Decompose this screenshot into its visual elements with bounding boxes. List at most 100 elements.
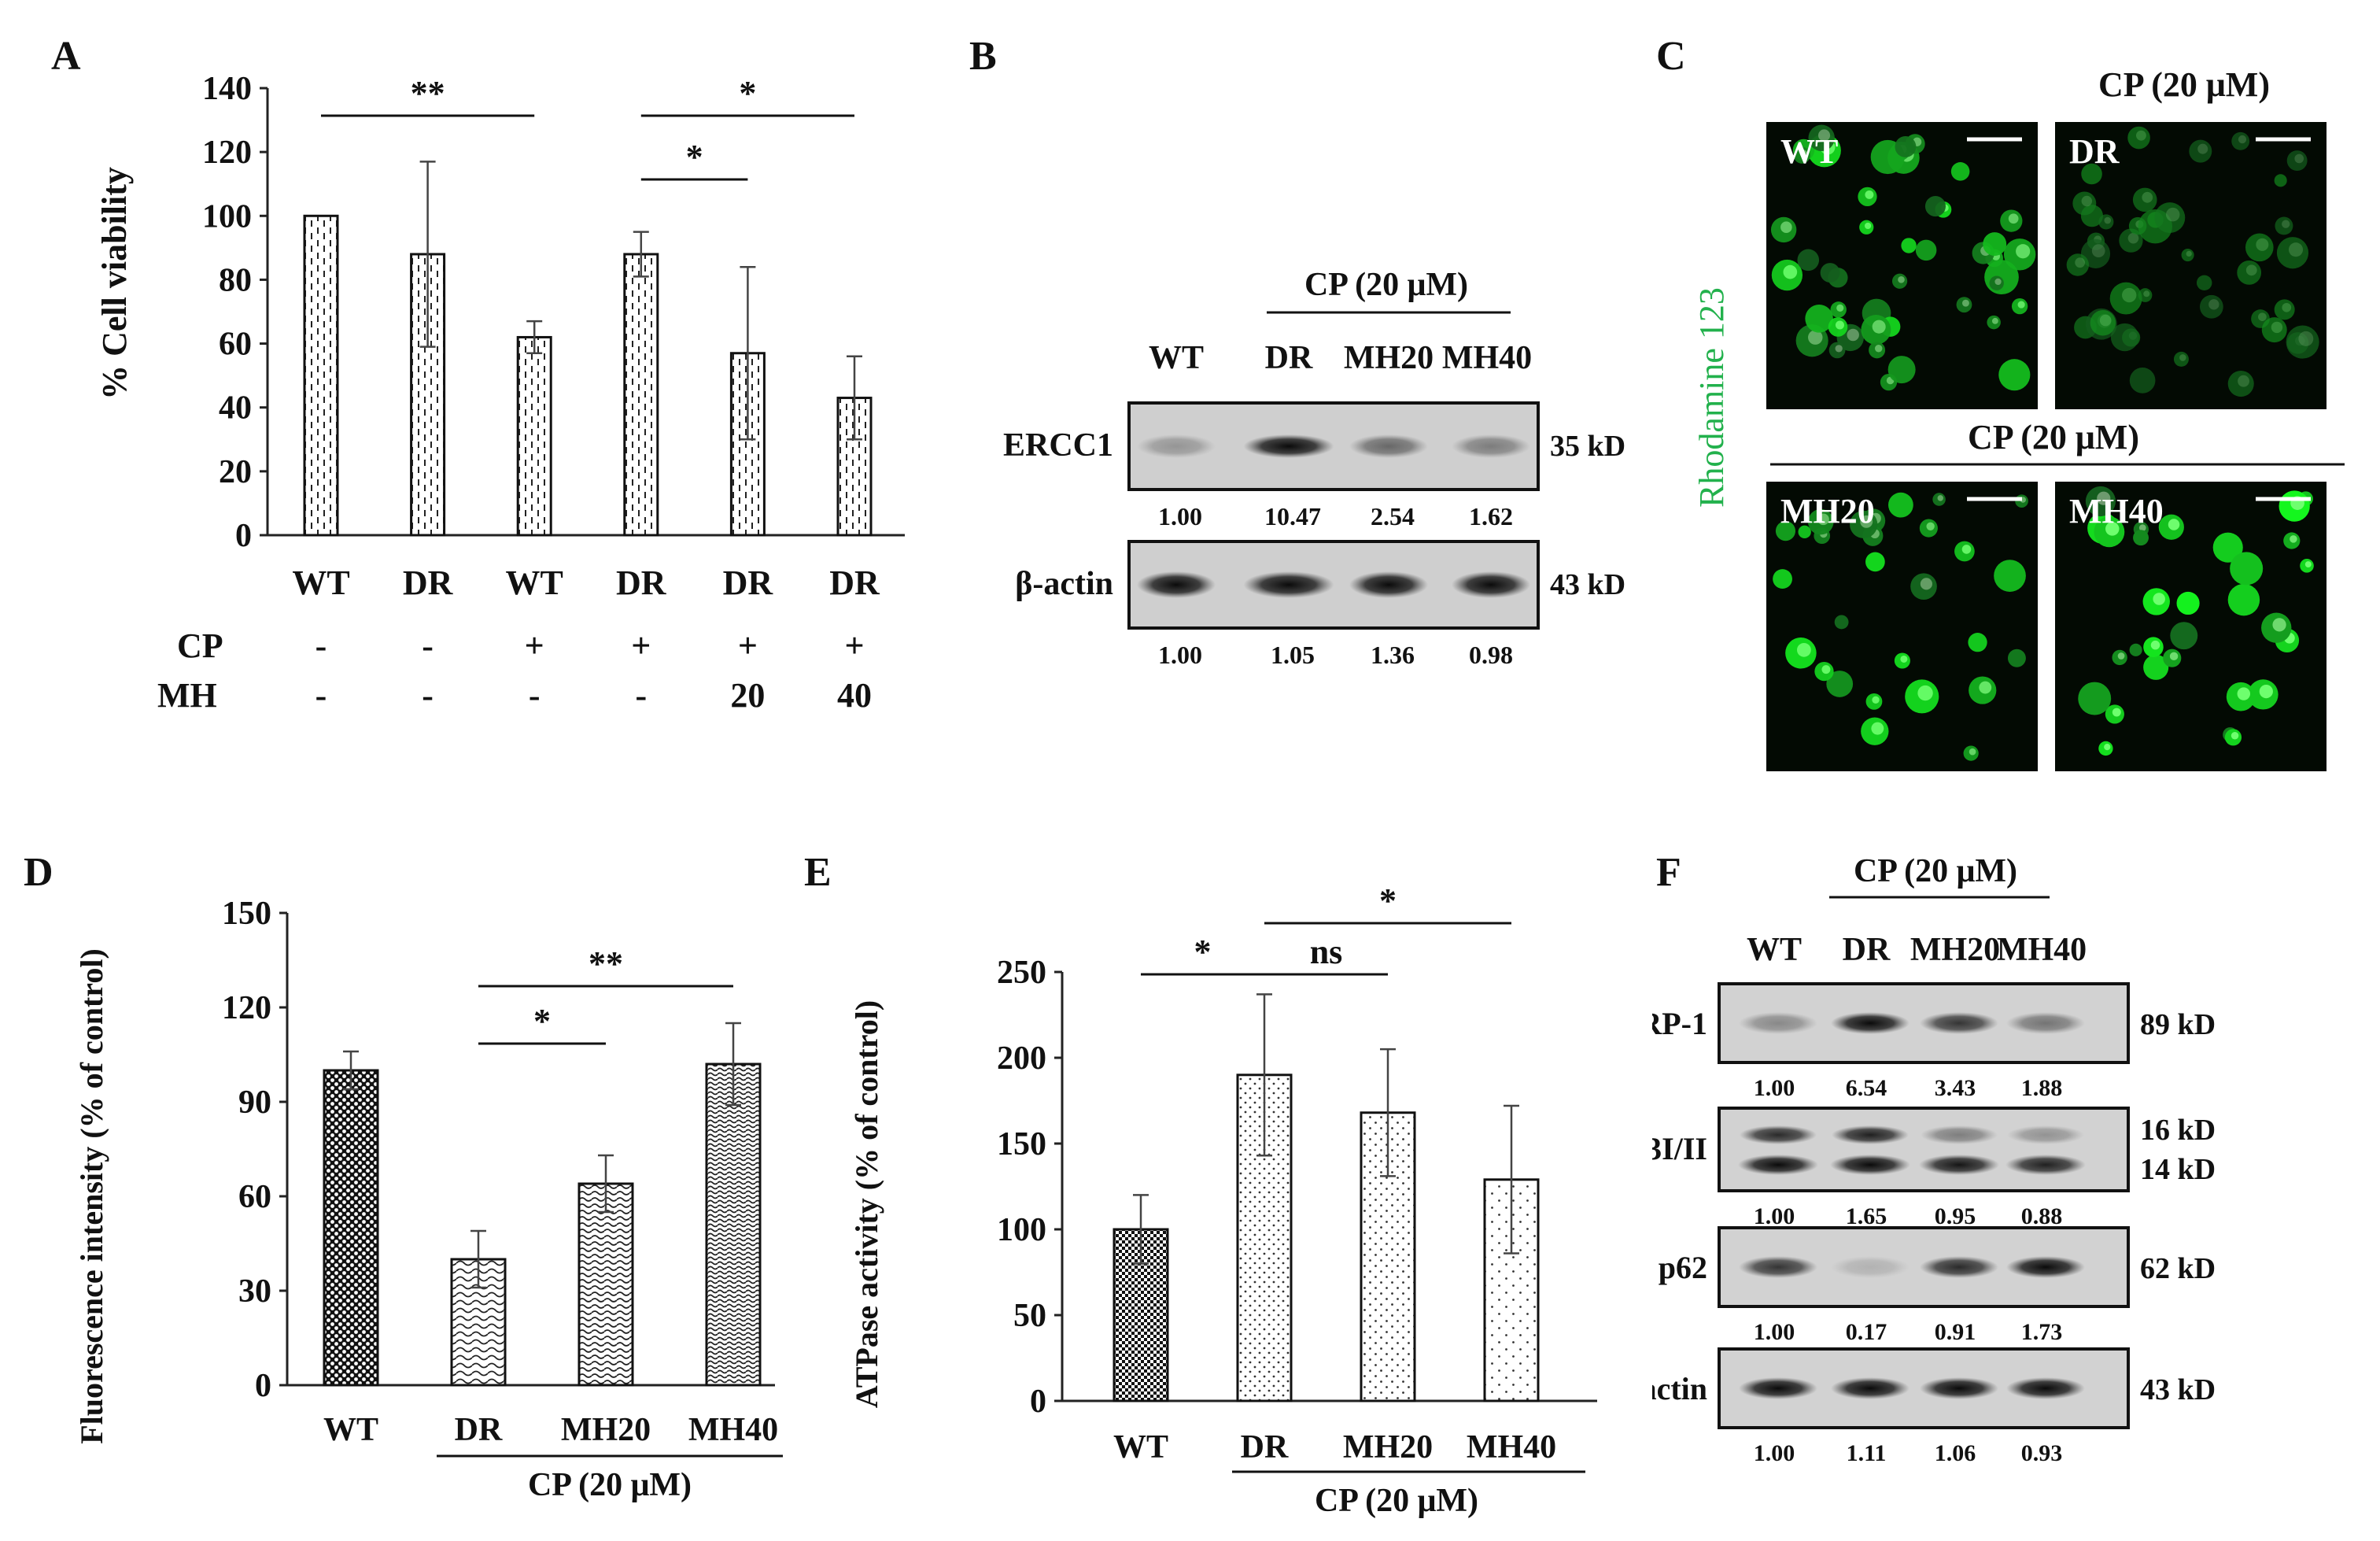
panel-a-mh-value: -: [315, 676, 327, 715]
panel-a-bar: [623, 253, 659, 537]
panel-b-quant-value: 1.62: [1469, 502, 1513, 530]
panel-e-y-tick-label: 150: [997, 1126, 1046, 1162]
panel-e-category-label: WT: [1113, 1429, 1168, 1465]
panel-e-chart: CP (20 μM) ATPase activity (% of control…: [849, 881, 1597, 1519]
panel-f-quant-value: 0.17: [1846, 1319, 1887, 1345]
panel-f-band: [2007, 1125, 2084, 1144]
panel-c-cell: [2245, 233, 2274, 262]
panel-c-cell-highlight: [2238, 375, 2249, 387]
panel-c-cell: [1805, 305, 1833, 333]
panel-c-cp-top: CP (20 μM): [2098, 65, 2270, 104]
panel-b-band: [1452, 571, 1530, 598]
panel-c-cell-highlight: [2122, 287, 2137, 303]
panel-c-cell-highlight: [1874, 345, 1883, 353]
panel-c-cell-highlight: [1783, 264, 1798, 279]
panel-c-cell: [2127, 126, 2150, 150]
panel-c-cp-mid: CP (20 μM): [1968, 418, 2139, 456]
panel-b-band: [1452, 434, 1530, 458]
panel-f-lane-label: DR: [1843, 932, 1891, 968]
panel-c-cell: [2189, 139, 2212, 163]
panel-c-cell-highlight: [1898, 276, 1905, 283]
panel-d-bar: [577, 1182, 634, 1387]
panel-a-bar: [303, 214, 339, 537]
panel-c-cell: [2227, 371, 2254, 397]
panel-b-band: [1349, 434, 1428, 458]
panel-c-cell-highlight: [2197, 143, 2208, 154]
panel-c-cell: [1834, 615, 1849, 630]
panel-c-cell: [1950, 162, 1970, 181]
panel-c-cell: [1924, 196, 1946, 217]
panel-a-mh-value: 40: [837, 676, 872, 715]
panel-c-cell: [2143, 654, 2169, 680]
panel-a-cp-value: -: [315, 626, 327, 665]
panel-c-cell-highlight: [2099, 314, 2112, 327]
panel-c-cell-highlight: [2075, 257, 2086, 268]
panel-c-cell-highlight: [1872, 320, 1886, 334]
panel-c-cell-highlight: [1847, 328, 1859, 342]
panel-d-y-tick-label: 30: [238, 1273, 271, 1310]
panel-f-kd-label: 89 kD: [2140, 1008, 2216, 1041]
panel-c-cell: [2133, 530, 2149, 546]
panel-c-cell-highlight: [2104, 744, 2111, 751]
panel-c-cell-highlight: [2294, 153, 2304, 164]
panel-d-ylabel-1: Fluorescence intensity (% of control): [74, 948, 109, 1444]
panel-c-cell-highlight: [2271, 321, 2283, 334]
panel-c-cell: [2276, 237, 2309, 269]
panel-c-cell-highlight: [2290, 535, 2297, 543]
panel-b-lane-label: DR: [1265, 340, 1313, 376]
panel-a-y-tick-label: 100: [202, 198, 252, 235]
panel-f-quant-value: 1.06: [1935, 1440, 1976, 1466]
panel-d-y-tick-label: 90: [238, 1085, 271, 1121]
panel-f-quant-value: 1.00: [1754, 1203, 1795, 1229]
panel-f-kd-label: 14 kD: [2140, 1153, 2216, 1186]
panel-c-cell: [1773, 569, 1792, 589]
panel-e-y-tick-label: 0: [1030, 1384, 1046, 1420]
panel-c-cell: [1984, 260, 2019, 295]
panel-b-cp-header: CP (20 μM): [1304, 267, 1468, 303]
panel-c-cell: [2227, 583, 2260, 616]
panel-c-cell-highlight: [2142, 191, 2153, 203]
panel-d-bar: [323, 1069, 379, 1387]
panel-f-band: [2006, 1012, 2085, 1034]
panel-c-cell-highlight: [2008, 213, 2019, 224]
panel-f-band: [1831, 1012, 1910, 1034]
panel-c-cell: [1888, 492, 1913, 518]
panel-b-quant-value: 2.54: [1371, 502, 1415, 530]
panel-d-sig-mark: **: [589, 944, 623, 983]
panel-c-cell-highlight: [1961, 299, 1969, 307]
panel-b-quant-value: 1.00: [1158, 502, 1202, 530]
panel-e-y-tick-label: 50: [1013, 1298, 1046, 1334]
panel-c-cell-highlight: [1780, 221, 1792, 233]
panel-c-cell: [2132, 187, 2157, 212]
panel-a-sig-mark: *: [739, 74, 756, 113]
panel-c-cell: [2072, 191, 2097, 216]
panel-c-cell: [2066, 253, 2090, 276]
panel-a-sig-mark: *: [686, 138, 703, 176]
panel-c-cell: [1798, 525, 1811, 539]
panel-c-cell: [1915, 239, 1937, 261]
panel-c-cell-highlight: [1900, 655, 1908, 663]
panel-c-cell-highlight: [2097, 491, 2111, 505]
panel-b-lane-label: WT: [1149, 340, 1204, 376]
panel-d-y-tick-label: 150: [222, 896, 271, 932]
panel-c-cell: [1895, 135, 1917, 157]
panel-c-image-label: MH20: [1780, 492, 1875, 530]
panel-c-cell-highlight: [1817, 513, 1829, 526]
panel-e-ylabel: ATPase activity (% of control): [849, 1000, 884, 1408]
panel-c-cell-highlight: [2258, 312, 2267, 321]
panel-f-protein-label: p62: [1659, 1250, 1707, 1285]
panel-c-cell-highlight: [2127, 232, 2139, 244]
panel-c-cell-highlight: [2165, 207, 2180, 222]
panel-f-band: [1920, 1377, 1998, 1399]
panel-c-cell-highlight: [1871, 722, 1884, 735]
panel-e-category-label: MH40: [1467, 1429, 1556, 1465]
panel-c-cell-highlight: [2081, 195, 2093, 207]
panel-a-mh-label: MH: [157, 676, 217, 715]
panel-c-cell: [2230, 552, 2264, 586]
panel-a-cp-value: +: [525, 626, 544, 665]
panel-f-band: [1739, 1012, 1817, 1034]
panel-a-cp-value: +: [844, 626, 864, 665]
panel-c-image-label: WT: [1780, 132, 1838, 171]
panel-e-sig-mark: *: [1194, 933, 1212, 971]
panel-c-cell: [2231, 131, 2250, 150]
